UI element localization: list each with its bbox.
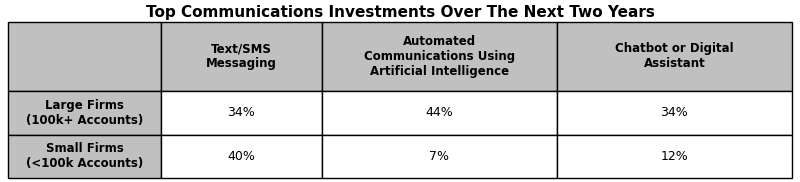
Bar (161, 22, 322, 91)
Bar (557, 134, 792, 178)
Bar (8, 22, 161, 91)
Bar (322, 22, 557, 91)
Text: Chatbot or Digital
Assistant: Chatbot or Digital Assistant (615, 42, 734, 70)
Text: 44%: 44% (426, 106, 453, 119)
Bar (8, 91, 161, 134)
Text: Top Communications Investments Over The Next Two Years: Top Communications Investments Over The … (146, 5, 654, 20)
Text: Text/SMS
Messaging: Text/SMS Messaging (206, 42, 277, 70)
Text: 12%: 12% (661, 150, 688, 163)
Bar (8, 134, 161, 178)
Text: 40%: 40% (227, 150, 255, 163)
Bar (322, 134, 557, 178)
Bar (161, 134, 322, 178)
Bar (322, 91, 557, 134)
Text: Automated
Communications Using
Artificial Intelligence: Automated Communications Using Artificia… (364, 35, 514, 78)
Bar (557, 91, 792, 134)
Bar (161, 91, 322, 134)
Text: Small Firms
(<100k Accounts): Small Firms (<100k Accounts) (26, 143, 143, 171)
Bar (557, 22, 792, 91)
Text: 7%: 7% (430, 150, 450, 163)
Text: Large Firms
(100k+ Accounts): Large Firms (100k+ Accounts) (26, 99, 143, 127)
Text: 34%: 34% (227, 106, 255, 119)
Text: 34%: 34% (661, 106, 688, 119)
